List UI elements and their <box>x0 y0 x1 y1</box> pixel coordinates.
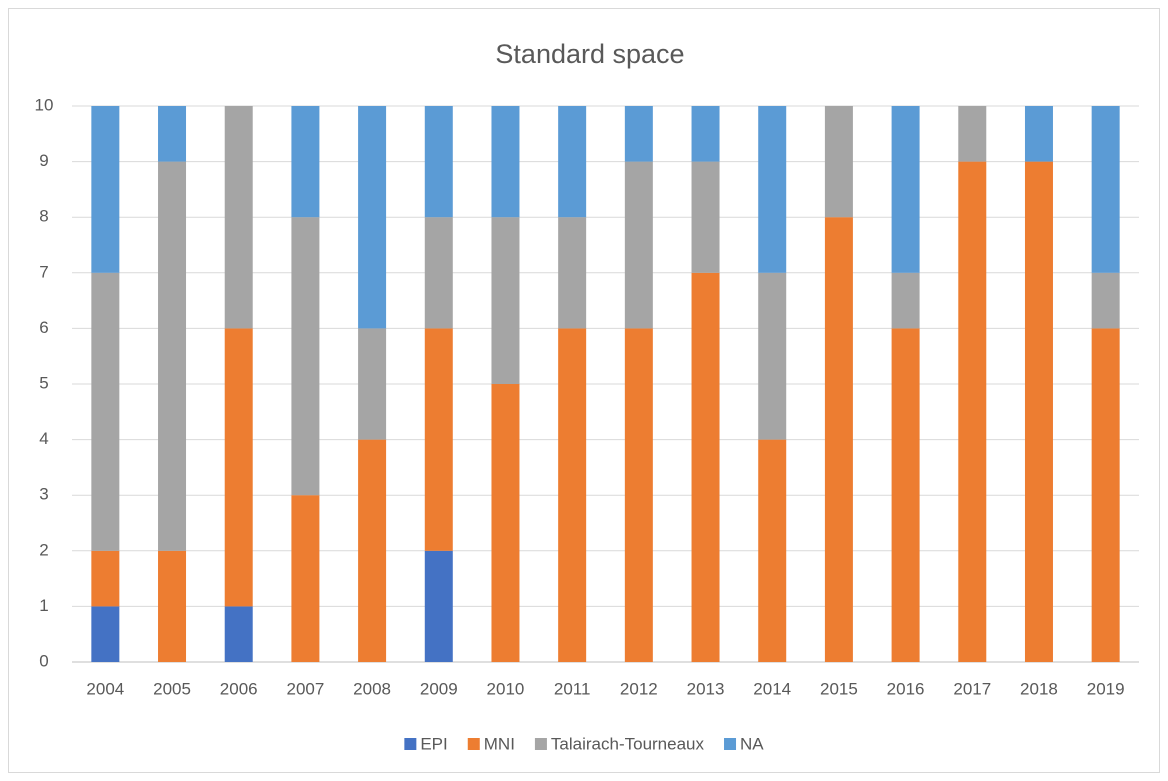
bar-segment <box>424 328 453 551</box>
bar-segment <box>91 606 120 662</box>
bar-segment <box>824 106 853 218</box>
bar-segment <box>158 550 187 662</box>
y-tick-label: 6 <box>39 318 48 337</box>
bar-segment <box>758 272 787 440</box>
bar-segment <box>691 272 720 662</box>
bar-segment <box>424 106 453 218</box>
x-tick-label: 2007 <box>286 679 324 698</box>
bar-segment <box>891 106 920 273</box>
bar-segment <box>491 217 520 384</box>
y-tick-label: 2 <box>39 540 48 559</box>
bar-segment <box>1024 161 1053 662</box>
x-tick-label: 2011 <box>554 679 591 698</box>
bar-segment <box>358 439 387 662</box>
legend-swatch <box>467 738 480 750</box>
bar-segment <box>758 106 787 273</box>
bar-segment <box>691 106 720 162</box>
x-tick-label: 2013 <box>687 679 725 698</box>
legend-label: EPI <box>420 734 447 753</box>
bar-segment <box>291 106 320 218</box>
x-tick-label: 2019 <box>1087 679 1125 698</box>
bar-segment <box>958 161 987 662</box>
bar-segment <box>91 550 120 607</box>
x-tick-label: 2008 <box>353 679 391 698</box>
bar-segment <box>1091 272 1120 329</box>
bar-segment <box>424 217 453 329</box>
bar-segment <box>891 272 920 329</box>
x-tick-label: 2016 <box>887 679 925 698</box>
bar-segment <box>358 328 387 440</box>
bar-segment <box>624 161 653 329</box>
bar-segment <box>558 328 587 662</box>
bar-segment <box>891 328 920 662</box>
y-tick-label: 7 <box>39 262 48 281</box>
y-tick-label: 0 <box>39 651 48 670</box>
bar-segment <box>91 272 120 551</box>
legend-swatch <box>724 738 737 750</box>
x-tick-label: 2004 <box>86 679 124 698</box>
bar-segment <box>558 106 587 218</box>
x-tick-label: 2017 <box>953 679 991 698</box>
x-tick-label: 2012 <box>620 679 658 698</box>
bar-segment <box>291 217 320 496</box>
bar-segment <box>1091 328 1120 662</box>
y-tick-label: 9 <box>39 151 48 170</box>
bar-segment <box>491 106 520 218</box>
bar-segment <box>558 217 587 329</box>
chart-title: Standard space <box>495 39 684 69</box>
bar-segment <box>824 217 853 662</box>
bar-segment <box>491 384 520 662</box>
y-tick-label: 4 <box>39 429 48 448</box>
y-tick-label: 10 <box>35 95 54 114</box>
bar-segment <box>224 328 253 607</box>
bar-segment <box>624 106 653 162</box>
bar-segment <box>1024 106 1053 162</box>
bar-segment <box>291 495 320 662</box>
x-tick-label: 2005 <box>153 679 191 698</box>
legend-label: NA <box>740 734 764 753</box>
y-tick-label: 8 <box>39 207 48 226</box>
bar-segment <box>691 161 720 273</box>
legend-label: Talairach-Tourneaux <box>551 734 705 753</box>
legend-swatch <box>534 738 547 750</box>
bar-segment <box>758 439 787 662</box>
legend-swatch <box>404 738 417 750</box>
bar-segment <box>424 550 453 662</box>
x-tick-label: 2010 <box>487 679 525 698</box>
y-tick-label: 5 <box>39 373 48 392</box>
y-tick-label: 1 <box>39 596 48 615</box>
bar-segment <box>358 106 387 329</box>
bar-segment <box>158 161 187 551</box>
bar-segment <box>624 328 653 662</box>
bar-segment <box>158 106 187 162</box>
x-tick-label: 2014 <box>753 679 791 698</box>
bar-segment <box>224 606 253 662</box>
bar-segment <box>1091 106 1120 273</box>
x-tick-label: 2009 <box>420 679 458 698</box>
legend-label: MNI <box>484 734 515 753</box>
bar-segment <box>224 106 253 329</box>
x-tick-label: 2006 <box>220 679 258 698</box>
bar-segment <box>91 106 120 273</box>
x-tick-label: 2018 <box>1020 679 1058 698</box>
bar-segment <box>958 106 987 162</box>
y-tick-label: 3 <box>39 485 48 504</box>
x-tick-label: 2015 <box>820 679 858 698</box>
